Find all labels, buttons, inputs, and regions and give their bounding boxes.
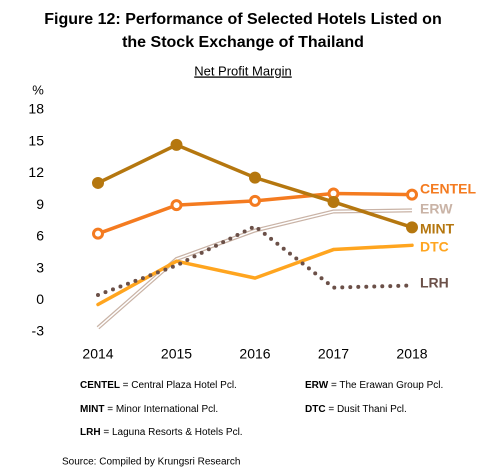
series-line — [96, 243, 414, 307]
source: Source: Compiled by Krungsri Research — [62, 457, 240, 468]
series-label: MINT — [420, 221, 455, 237]
y-tick-label: 6 — [36, 228, 44, 244]
legend-abbr: LRH — [80, 427, 101, 438]
chart-title: the Stock Exchange of Thailand — [122, 34, 364, 51]
legend-text: = Dusit Thani Pcl. — [328, 404, 406, 415]
legend-abbr: ERW — [305, 380, 329, 391]
x-tick-label: 2015 — [161, 346, 192, 362]
series-label: LRH — [420, 275, 449, 291]
chart-title: Figure 12: Performance of Selected Hotel… — [44, 11, 441, 28]
legend-note: LRH = Laguna Resorts & Hotels Pcl. — [80, 427, 243, 438]
y-tick-label: 3 — [36, 259, 44, 275]
legend-abbr: CENTEL — [80, 380, 120, 391]
data-point — [249, 194, 261, 207]
legend-text: = Laguna Resorts & Hotels Pcl. — [103, 427, 242, 438]
legend-note: CENTEL = Central Plaza Hotel Pcl. — [80, 380, 237, 391]
x-tick-label: 2014 — [82, 346, 113, 362]
x-tick-label: 2016 — [239, 346, 270, 362]
x-tick-label: 2017 — [318, 346, 349, 362]
y-tick-label: -3 — [32, 323, 45, 339]
data-point — [170, 199, 183, 212]
legend-note: DTC = Dusit Thani Pcl. — [305, 404, 407, 415]
series-label: CENTEL — [420, 181, 476, 197]
series-label: DTC — [420, 239, 449, 255]
x-tick-label: 2018 — [396, 346, 427, 362]
series-line-outline — [96, 208, 413, 330]
legend-abbr: MINT — [80, 404, 104, 415]
legend-note: ERW = The Erawan Group Pcl. — [305, 380, 443, 391]
legend-abbr: DTC — [305, 404, 326, 415]
series-line — [96, 223, 414, 297]
legend-note: MINT = Minor International Pcl. — [80, 404, 218, 415]
y-tick-label: 12 — [28, 164, 44, 180]
data-point — [92, 176, 104, 189]
data-point — [170, 138, 183, 151]
y-tick-label: 15 — [28, 132, 44, 148]
legend-text: = Central Plaza Hotel Pcl. — [123, 380, 237, 391]
legend-text: = Minor International Pcl. — [107, 404, 218, 415]
data-point — [406, 221, 418, 234]
data-point — [327, 195, 340, 208]
legend-text: = The Erawan Group Pcl. — [331, 380, 443, 391]
series-line — [97, 209, 413, 329]
chart-subtitle: Net Profit Margin — [194, 63, 292, 78]
y-tick-label: 0 — [36, 291, 44, 307]
y-tick-label: 9 — [36, 196, 44, 212]
data-point — [406, 188, 418, 201]
y-tick-label: 18 — [28, 101, 44, 117]
y-axis-label: % — [32, 82, 44, 97]
series-label: ERW — [420, 201, 453, 217]
data-point — [92, 227, 104, 240]
data-point — [249, 171, 261, 184]
